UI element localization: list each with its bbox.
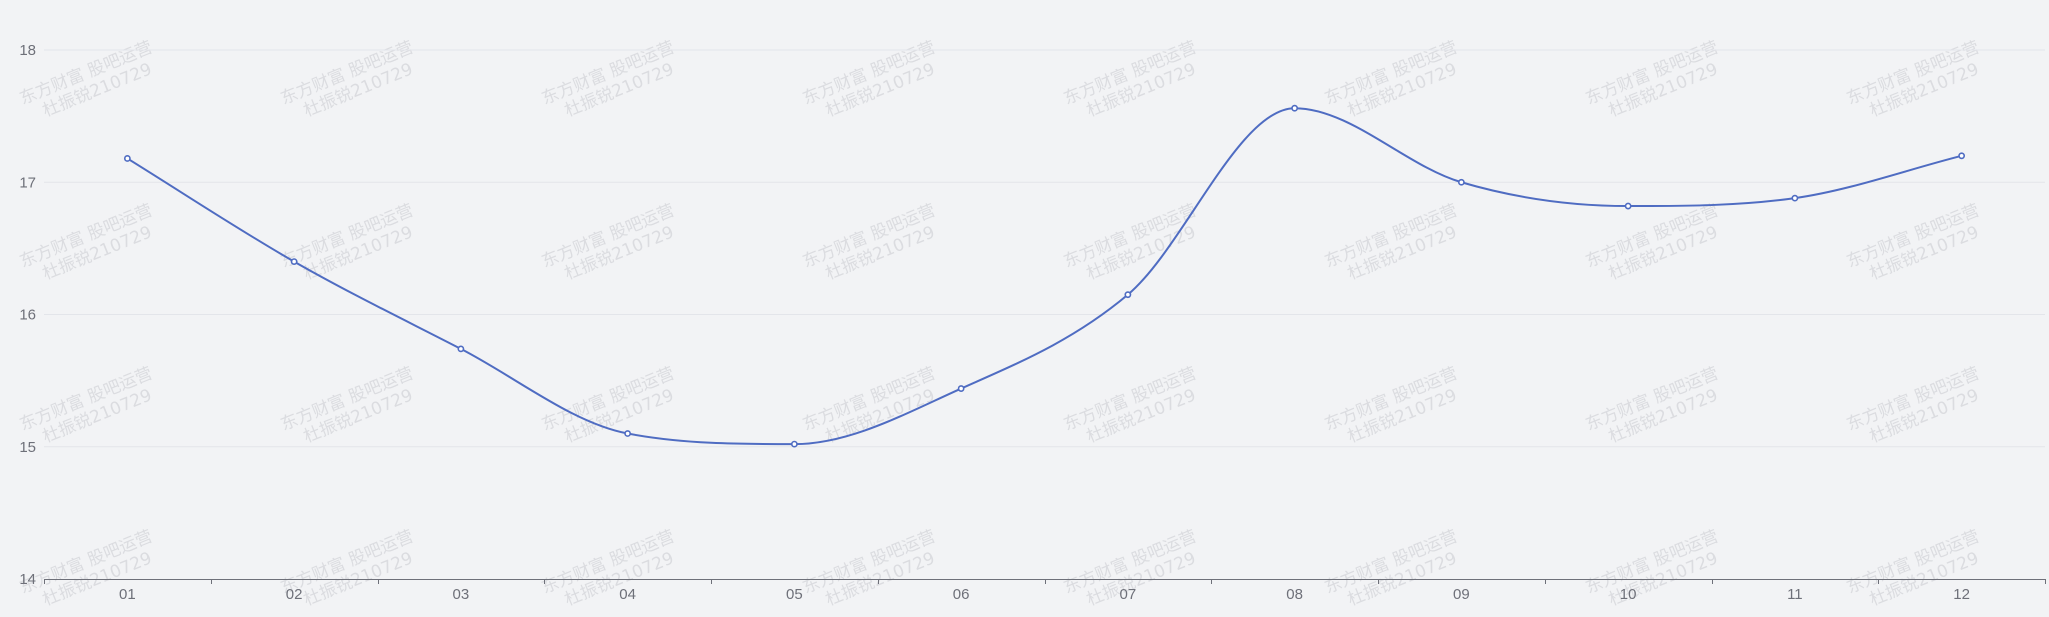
y-axis-labels: 14 15 16 17 18	[19, 42, 36, 588]
series-layer	[126, 107, 1962, 446]
data-point-05[interactable]	[790, 440, 798, 448]
data-point-12[interactable]	[1958, 152, 1966, 160]
data-point-08[interactable]	[1291, 104, 1299, 112]
data-point-01[interactable]	[123, 155, 131, 162]
x-tick-label: 08	[1286, 586, 1303, 603]
data-point-10[interactable]	[1624, 202, 1632, 210]
y-tick-label: 17	[19, 174, 36, 191]
y-tick-label: 18	[19, 42, 36, 59]
y-tick-label: 16	[19, 307, 36, 324]
x-tick-label: 05	[786, 586, 803, 603]
data-point-09[interactable]	[1457, 178, 1465, 186]
x-tick-label: 10	[1620, 586, 1637, 603]
x-tick-label: 11	[1787, 586, 1803, 603]
data-point-02[interactable]	[290, 258, 298, 265]
x-tick-label: 12	[1953, 586, 1970, 603]
data-point-03[interactable]	[457, 345, 465, 353]
x-tick-label: 07	[1120, 586, 1137, 603]
x-tick-label: 03	[453, 586, 470, 603]
x-tick-label: 01	[119, 586, 136, 603]
data-point-06[interactable]	[957, 385, 965, 392]
y-grid	[44, 49, 2045, 448]
series-line	[126, 107, 1962, 446]
x-axis-labels: 01 02 03 04 05 06 07 08 09 10 11 12	[119, 586, 1970, 603]
x-tick-label: 06	[953, 586, 970, 603]
data-points	[123, 104, 1966, 448]
data-point-11[interactable]	[1791, 194, 1799, 202]
x-tick-label: 09	[1453, 586, 1470, 603]
data-point-04[interactable]	[624, 430, 632, 437]
y-tick-label: 14	[19, 571, 36, 588]
x-tick-label: 04	[619, 586, 636, 603]
x-axis	[44, 579, 2046, 584]
y-tick-label: 15	[19, 439, 36, 456]
x-tick-label: 02	[286, 586, 303, 603]
data-point-07[interactable]	[1124, 291, 1132, 299]
